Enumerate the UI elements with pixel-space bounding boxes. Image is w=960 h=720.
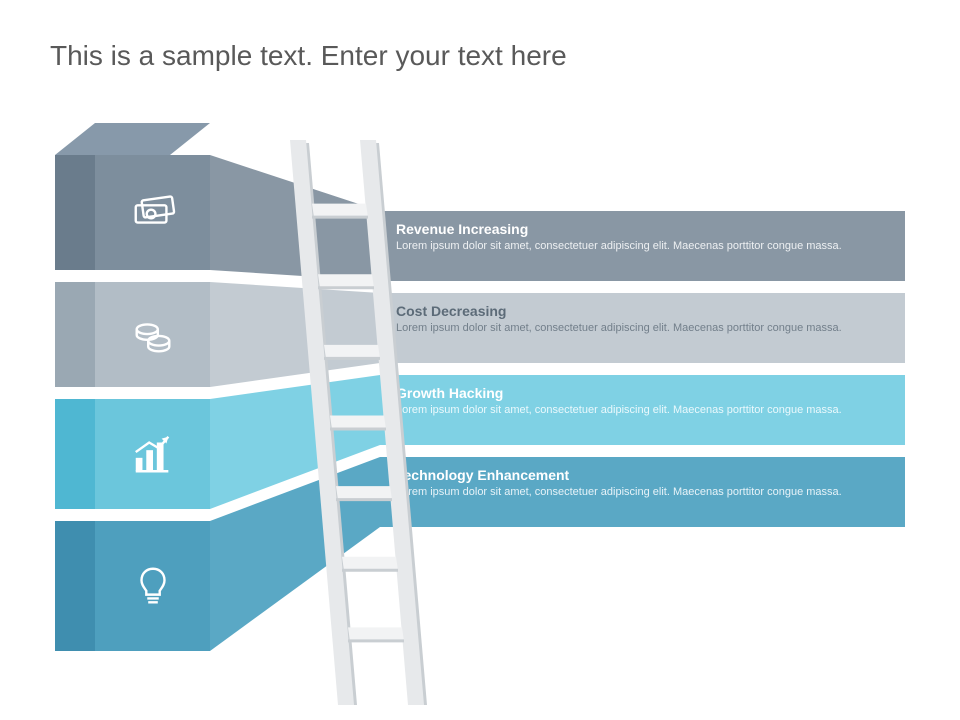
row-revenue-front <box>95 155 210 270</box>
row-revenue-connector <box>210 155 380 281</box>
row-growth-body: Lorem ipsum dolor sit amet, consectetuer… <box>380 403 905 429</box>
row-tech-panel: Technology Enhancement Lorem ipsum dolor… <box>380 457 905 527</box>
row-cost-body: Lorem ipsum dolor sit amet, consectetuer… <box>380 321 905 347</box>
bulb-icon <box>130 563 176 609</box>
row-tech-title: Technology Enhancement <box>380 457 905 485</box>
infographic-stage: Revenue Increasing Lorem ipsum dolor sit… <box>55 155 905 670</box>
coins-icon <box>130 312 176 358</box>
row-tech-left-face <box>55 521 95 651</box>
row-cost-left-face <box>55 282 95 387</box>
row-growth-front <box>95 399 210 509</box>
row-tech-body: Lorem ipsum dolor sit amet, consectetuer… <box>380 485 905 511</box>
row-revenue-title: Revenue Increasing <box>380 211 905 239</box>
row-cost-connector <box>210 282 380 387</box>
money-icon <box>130 190 176 236</box>
row-tech-front <box>95 521 210 651</box>
row-revenue-left-face <box>55 155 95 270</box>
row-revenue-body: Lorem ipsum dolor sit amet, consectetuer… <box>380 239 905 265</box>
row-revenue-top <box>55 123 210 155</box>
row-revenue-panel: Revenue Increasing Lorem ipsum dolor sit… <box>380 211 905 281</box>
row-cost-title: Cost Decreasing <box>380 293 905 321</box>
row-growth-title: Growth Hacking <box>380 375 905 403</box>
row-cost-front <box>95 282 210 387</box>
slide-title: This is a sample text. Enter your text h… <box>50 40 910 72</box>
row-growth-left-face <box>55 399 95 509</box>
row-growth-panel: Growth Hacking Lorem ipsum dolor sit ame… <box>380 375 905 445</box>
chart-icon <box>130 431 176 477</box>
row-cost-panel: Cost Decreasing Lorem ipsum dolor sit am… <box>380 293 905 363</box>
